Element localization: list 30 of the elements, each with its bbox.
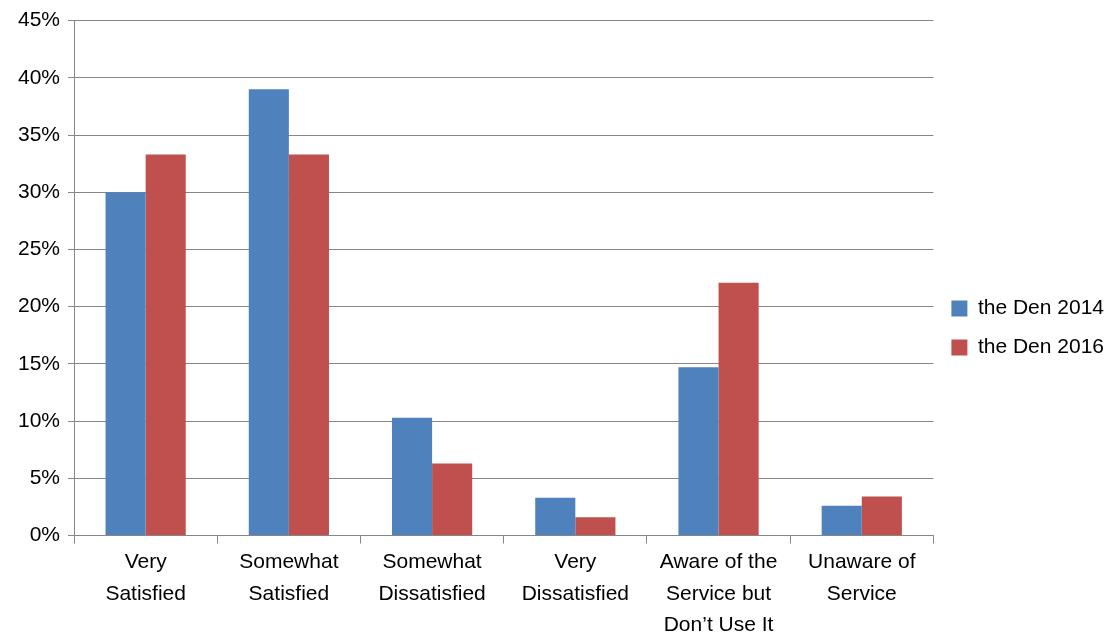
- legend-label: the Den 2014: [977, 295, 1105, 319]
- bar: [678, 367, 719, 535]
- y-tick-label: 5%: [29, 465, 61, 489]
- y-tick-label: 45%: [18, 7, 61, 31]
- x-tick-label: Unaware of Service: [808, 549, 916, 604]
- y-tick-label: 30%: [18, 179, 61, 203]
- legend-label: the Den 2016: [977, 334, 1105, 358]
- bar: [105, 192, 146, 535]
- x-tick-label: Somewhat Dissatisfied: [378, 549, 486, 604]
- y-tick-label: 25%: [18, 236, 61, 260]
- y-tick-label: 40%: [18, 64, 61, 88]
- y-tick-label: 20%: [18, 293, 61, 317]
- bar: [392, 417, 433, 535]
- y-tick-label: 35%: [18, 121, 61, 145]
- x-tick-label: Aware of the Service but Don’t Use It: [659, 549, 778, 636]
- bar: [432, 463, 473, 535]
- bar: [861, 496, 902, 535]
- x-tick-label: Very Dissatisfied: [521, 549, 630, 604]
- bar: [288, 154, 329, 535]
- y-tick-label: 10%: [18, 407, 61, 431]
- bar: [145, 154, 186, 535]
- bar: [718, 282, 759, 535]
- bar: [821, 505, 862, 535]
- x-tick-label: Somewhat Satisfied: [239, 549, 339, 604]
- x-tick-label: Very Satisfied: [105, 549, 186, 604]
- y-tick-label: 0%: [29, 522, 61, 546]
- bar: [575, 517, 616, 535]
- bar: [535, 497, 576, 535]
- bar: [248, 89, 289, 535]
- y-tick-label: 15%: [18, 350, 61, 374]
